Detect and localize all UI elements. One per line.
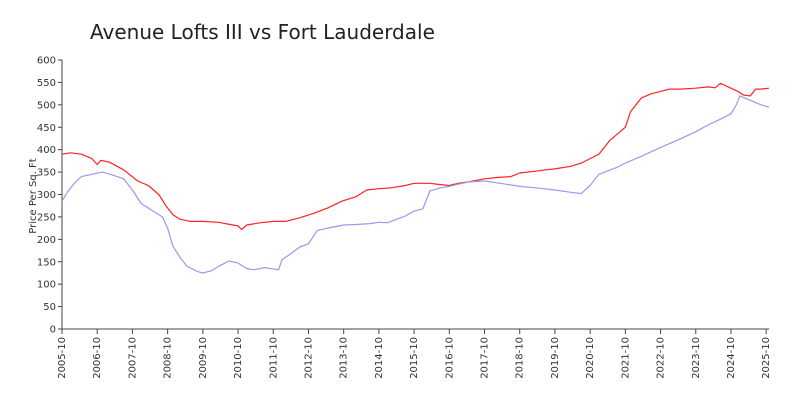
y-tick-label: 600 xyxy=(37,56,56,67)
x-tick-label: 2024-10 xyxy=(726,337,737,379)
y-tick-label: 300 xyxy=(37,190,56,201)
chart-title: Avenue Lofts III vs Fort Lauderdale xyxy=(90,20,435,44)
y-tick-label: 500 xyxy=(37,100,56,111)
x-tick-label: 2020-10 xyxy=(585,337,596,379)
series-line-avenue-lofts-iii xyxy=(61,95,770,274)
y-tick-label: 50 xyxy=(43,302,56,313)
y-tick-label: 350 xyxy=(37,168,56,179)
x-tick-label: 2015-10 xyxy=(409,337,420,379)
x-tick-label: 2008-10 xyxy=(163,337,174,379)
x-tick-label: 2019-10 xyxy=(550,337,561,379)
y-tick-label: 0 xyxy=(50,325,56,336)
chart-series-layer xyxy=(61,82,770,274)
y-tick-label: 250 xyxy=(37,212,56,223)
x-tick-label: 2005-10 xyxy=(57,337,68,379)
x-tick-label: 2021-10 xyxy=(620,337,631,379)
x-tick-label: 2018-10 xyxy=(515,337,526,379)
x-tick-label: 2017-10 xyxy=(480,337,491,379)
x-tick-label: 2025-10 xyxy=(761,337,772,379)
series-line-fort-lauderdale xyxy=(61,82,770,231)
y-tick-label: 200 xyxy=(37,235,56,246)
y-axis-label: Price Per Sq. Ft xyxy=(28,158,39,233)
x-tick-label: 2012-10 xyxy=(303,337,314,379)
y-tick-label: 400 xyxy=(37,145,56,156)
chart-axes: 0 50 100 150 200 250 300 350 400 450 500 550 600 2005… xyxy=(37,56,772,379)
x-tick-label: 2013-10 xyxy=(339,337,350,379)
x-tick-label: 2011-10 xyxy=(268,337,279,379)
x-tick-label: 2009-10 xyxy=(198,337,209,379)
y-tick-label: 150 xyxy=(37,257,56,268)
x-tick-label: 2007-10 xyxy=(127,337,138,379)
x-tick-label: 2010-10 xyxy=(233,337,244,379)
x-tick-label: 2023-10 xyxy=(691,337,702,379)
x-tick-label: 2014-10 xyxy=(374,337,385,379)
y-tick-label: 100 xyxy=(37,280,56,291)
x-tick-label: 2006-10 xyxy=(92,337,103,379)
x-tick-label: 2016-10 xyxy=(444,337,455,379)
y-tick-label: 450 xyxy=(37,123,56,134)
x-tick-label: 2022-10 xyxy=(656,337,667,379)
y-tick-label: 550 xyxy=(37,78,56,89)
